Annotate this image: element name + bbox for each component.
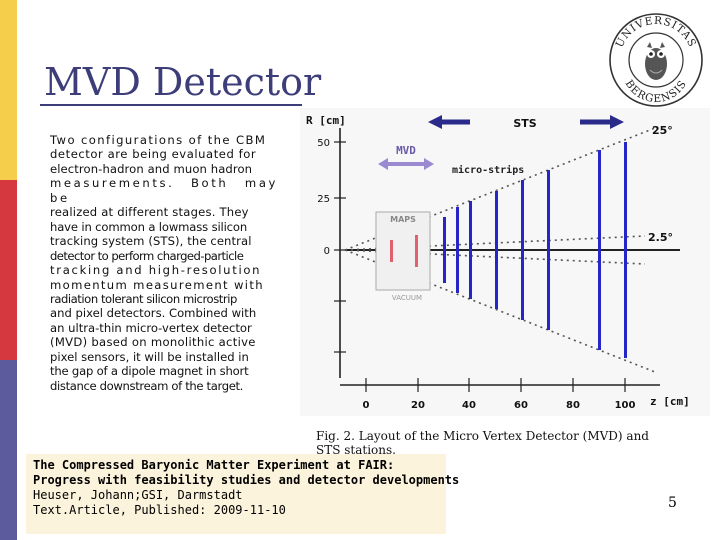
body-line: electron-hadron and muon hadron (50, 161, 253, 176)
body-line: measurements. Both may be (50, 176, 278, 205)
body-line: have in common a lowmass silicon (50, 219, 248, 234)
sts-station (521, 180, 524, 320)
r-tick-label: 25 (317, 194, 330, 205)
body-line: tracking system (STS), the central (50, 234, 252, 249)
sidebar-red-band (0, 180, 17, 360)
z-tick-label: 20 (411, 400, 425, 411)
r-axis-ticks (334, 141, 346, 353)
body-line: tracking and high-resolution (50, 263, 262, 278)
sts-station (495, 191, 498, 309)
vacuum-label: VACUUM (392, 294, 422, 302)
sts-label: STS (513, 117, 536, 130)
arrow-right-icon (580, 115, 624, 129)
r-axis-label: R [cm] (306, 114, 346, 127)
body-line: radiation tolerant silicon microstrip (50, 291, 237, 306)
sts-station (469, 201, 472, 299)
microstrips-label: micro-strips (452, 164, 524, 176)
reference-title: Progress with feasibility studies and de… (33, 473, 460, 487)
r-tick-label: 50 (317, 138, 330, 149)
vacuum-box (375, 211, 431, 291)
sidebar-yellow-band (0, 0, 17, 180)
body-line: Two configurations of the CBM (50, 133, 267, 147)
maps-station (415, 235, 418, 267)
arrow-left-icon (428, 115, 470, 129)
figure-background (300, 108, 710, 416)
owl-icon (645, 42, 667, 80)
sts-stations (443, 142, 627, 358)
angle-25-label: 25° (652, 124, 673, 137)
double-arrow-icon (378, 158, 434, 170)
reference-authors: Heuser, Johann;GSI, Darmstadt (33, 488, 243, 502)
title-underline (40, 104, 302, 106)
slide-title: MVD Detector (44, 60, 322, 104)
body-line: and pixel detectors. Combined with (50, 306, 257, 321)
z-tick-label: 60 (514, 400, 528, 411)
maps-station (390, 240, 393, 262)
z-axis-ticks (365, 378, 626, 392)
body-line: distance downstream of the target. (50, 378, 244, 393)
caption-line: Fig. 2. Layout of the Micro Vertex Detec… (316, 429, 649, 443)
page-number: 5 (668, 495, 677, 511)
reference-type: Text.Article, Published: 2009-11-10 (33, 503, 286, 517)
body-line: pixel sensors, it will be installed in (50, 349, 249, 364)
body-line: (MVD) based on monolithic active (50, 335, 256, 350)
university-seal-logo: UNIVERSITAS BERGENSIS (609, 13, 703, 107)
z-tick-label: 0 (363, 400, 370, 411)
sts-station (456, 207, 459, 293)
body-line: detector are being evaluated for (50, 147, 257, 162)
z-tick-label: 40 (462, 400, 476, 411)
sts-station (547, 170, 550, 330)
mvd-label: MVD (396, 144, 416, 157)
body-line: momentum measurement with (50, 277, 264, 292)
mvd-layout-figure: R [cm] 50 25 0 0 20 40 60 80 100 z [cm] … (300, 108, 710, 416)
maps-label: MAPS (390, 215, 416, 224)
z-axis-label: z [cm] (650, 395, 690, 408)
sts-station (598, 150, 601, 350)
angle-2-5-label: 2.5° (648, 231, 673, 244)
body-line: an ultra-thin micro-vertex detector (50, 320, 252, 335)
sts-station (443, 217, 446, 283)
figure-caption: Fig. 2. Layout of the Micro Vertex Detec… (316, 429, 710, 455)
z-tick-label: 100 (615, 400, 636, 411)
caption-line: STS stations. (316, 443, 396, 455)
reference-box: The Compressed Baryonic Matter Experimen… (26, 454, 459, 534)
r-tick-label: 0 (324, 246, 330, 257)
z-tick-label: 80 (566, 400, 580, 411)
body-line: detector to perform charged-particle (50, 248, 244, 263)
sts-station (624, 142, 627, 358)
body-text: Two configurations of the CBM detector a… (50, 133, 278, 393)
reference-title: The Compressed Baryonic Matter Experimen… (33, 458, 395, 472)
body-line: the gap of a dipole magnet in short (50, 364, 249, 379)
body-line: realized at different stages. They (50, 205, 249, 220)
sidebar-blue-band (0, 360, 17, 540)
sidebar-decoration (0, 0, 17, 540)
